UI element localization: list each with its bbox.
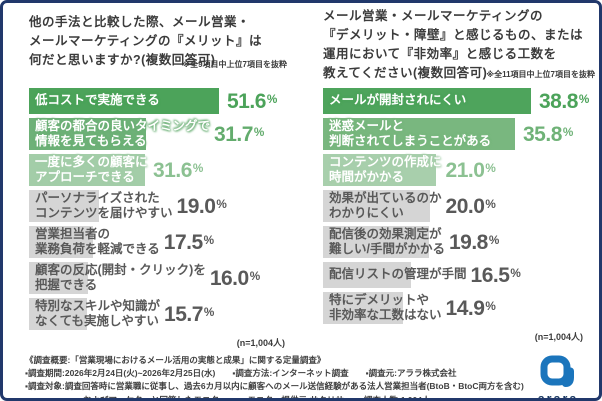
bar xyxy=(29,190,99,222)
merit-chart-note: ※全9項目中上位7項目を抜粋 xyxy=(182,60,287,69)
bar-value: 19.0% xyxy=(176,194,227,218)
bar-value: 15.7% xyxy=(164,302,214,326)
arara-logo: arara xyxy=(525,354,591,401)
demerit-chart-header: メール営業・メールマーケティングの 『デメリット・障壁』と感じるもの、または 運… xyxy=(323,3,595,88)
bar-value: 16.5% xyxy=(470,263,521,287)
bar xyxy=(29,154,145,186)
survey-footer: 《調査概要:「営業現場におけるメール活用の実態と成果」に関する定量調査》 ▪調査… xyxy=(3,349,599,401)
merit-bar-list: 低コストで実施できる 51.6% 顧客の都合の良いタイミングで 情報を見てもらえる 3… xyxy=(29,88,297,330)
merit-chart-title: 他の手法と比較した際、メール営業・ メールマーケティングの『メリット』は 何だと… xyxy=(29,15,263,67)
bar-value: 14.9% xyxy=(445,296,496,320)
arara-wordmark: arara xyxy=(537,392,579,401)
demerit-sample-size: (n=1,004人) xyxy=(534,332,583,342)
bar-label: メールが開封されにくい xyxy=(329,93,467,108)
bar-label: コンテンツの作成に 時間がかかる xyxy=(329,154,442,185)
survey-overview-text: 《調査概要:「営業現場におけるメール活用の実態と成果」に関する定量調査》 ▪調査… xyxy=(25,354,525,401)
bar-row: パーソナライズされた コンテンツを届けやすい 19.0% xyxy=(29,190,297,222)
bar-row: 特別なスキルや知識が なくても実施しやすい 15.7% xyxy=(29,298,297,330)
merit-sample-size: (n=1,004人) xyxy=(236,338,285,348)
bar-value: 17.5% xyxy=(163,230,214,254)
demerit-chart-note: ※全11項目中上位7項目を抜粋 xyxy=(486,70,595,79)
bar xyxy=(323,226,429,258)
bar-label: 営業担当者の 業務負荷を軽減できる xyxy=(35,226,160,257)
bar-label: 特にデメリットや 非効率な工数はない xyxy=(329,292,442,323)
bar-value: 16.0% xyxy=(209,266,260,290)
survey-monitor-line: およびマーケターと回答したモニター ▪モニター提供元:サクリサ ▪調査人数:1,… xyxy=(83,394,431,401)
bar-value: 31.7% xyxy=(214,122,264,146)
bar-row: コンテンツの作成に 時間がかかる 21.0% xyxy=(323,154,595,186)
bar-value: 31.6% xyxy=(153,158,203,182)
bar-value: 35.8% xyxy=(523,122,573,146)
bar xyxy=(29,298,87,330)
bar xyxy=(323,154,436,186)
bar-label: 一度に多くの顧客に アプローチできる xyxy=(35,154,148,185)
bar xyxy=(323,262,411,288)
survey-overview-line: 《調査概要:「営業現場におけるメール活用の実態と成果」に関する定量調査》 xyxy=(25,355,326,365)
bar-label: 効果が出ているのか わかりにくい xyxy=(329,190,442,221)
bar-row: 顧客の都合の良いタイミングで 情報を見てもらえる 31.7% xyxy=(29,118,297,150)
bar-label: パーソナライズされた コンテンツを届けやすい xyxy=(35,190,173,221)
bar xyxy=(323,118,515,150)
bar xyxy=(29,88,219,114)
bar xyxy=(323,190,430,222)
bar-value: 20.0% xyxy=(445,194,496,218)
survey-period-line: ▪調査期間:2026年2月24日(火)~2026年2月25日(水) ▪調査方法:… xyxy=(25,368,457,379)
bar-label: 顧客の都合の良いタイミングで 情報を見てもらえる xyxy=(35,118,211,149)
bar xyxy=(29,226,93,258)
bar-row: 効果が出ているのか わかりにくい 20.0% xyxy=(323,190,595,222)
bar-row: 顧客の反応(開封・クリック)を 把握できる 16.0% xyxy=(29,262,297,294)
bar-label: 配信後の効果測定が 難しい/手間がかかる xyxy=(329,226,445,257)
survey-target-line: ▪調査対象:調査回答時に営業職に従事し、過去6カ月以内に顧客へのメール送信経験が… xyxy=(25,381,524,392)
bar-row: 迷惑メールと 判断されてしまうことがある 35.8% xyxy=(323,118,595,150)
bar-row: 営業担当者の 業務負荷を軽減できる 17.5% xyxy=(29,226,297,258)
demerit-chart-title: メール営業・メールマーケティングの 『デメリット・障壁』と感じるもの、または 運… xyxy=(323,9,584,80)
merit-chart-panel: 他の手法と比較した際、メール営業・ メールマーケティングの『メリット』は 何だと… xyxy=(3,3,301,349)
bar xyxy=(323,292,403,324)
bar-row: 低コストで実施できる 51.6% xyxy=(29,88,297,114)
bar-label: 配信リストの管理が手間 xyxy=(329,267,467,282)
bar-value: 21.0% xyxy=(445,158,496,182)
bar-label: 顧客の反応(開封・クリック)を 把握できる xyxy=(35,262,206,293)
bar-label: 迷惑メールと 判断されてしまうことがある xyxy=(329,118,492,149)
bar-value: 51.6% xyxy=(227,89,277,113)
bar-label: 特別なスキルや知識が なくても実施しやすい xyxy=(35,298,161,329)
bar-row: 配信後の効果測定が 難しい/手間がかかる 19.8% xyxy=(323,226,595,258)
bar-label: 低コストで実施できる xyxy=(35,93,160,108)
bar-row: 一度に多くの顧客に アプローチできる 31.6% xyxy=(29,154,297,186)
bar xyxy=(323,88,531,114)
merit-chart-header: 他の手法と比較した際、メール営業・ メールマーケティングの『メリット』は 何だと… xyxy=(29,3,297,88)
bar-value: 19.8% xyxy=(448,230,499,254)
charts-container: 他の手法と比較した際、メール営業・ メールマーケティングの『メリット』は 何だと… xyxy=(3,3,599,349)
arara-a-icon xyxy=(540,355,576,392)
demerit-bar-list: メールが開封されにくい 38.8% 迷惑メールと 判断されてしまうことがある 35.8… xyxy=(323,88,595,324)
bar-row: 配信リストの管理が手間 16.5% xyxy=(323,262,595,288)
bar xyxy=(29,118,146,150)
bar-row: メールが開封されにくい 38.8% xyxy=(323,88,595,114)
demerit-chart-panel: メール営業・メールマーケティングの 『デメリット・障壁』と感じるもの、または 運… xyxy=(301,3,599,349)
bar xyxy=(29,262,88,294)
bar-value: 38.8% xyxy=(539,89,589,113)
bar-row: 特にデメリットや 非効率な工数はない 14.9% xyxy=(323,292,595,324)
